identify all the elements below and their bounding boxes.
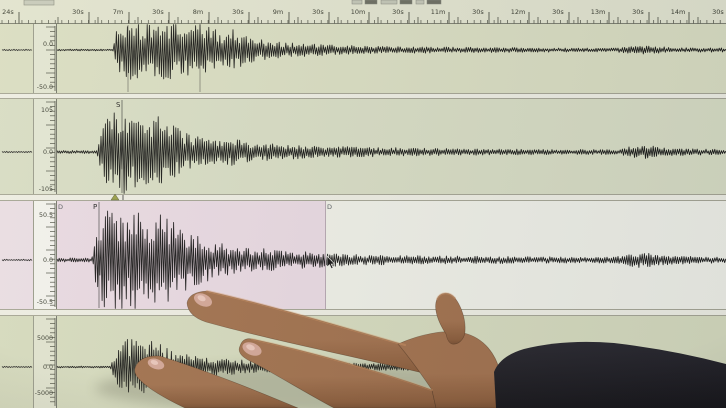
amplitude-scale-label: -5000 [35,390,53,397]
time-ruler-label: 30s [712,8,724,16]
seismic-trace [56,112,726,194]
trigger-flag-icon [110,193,120,201]
panel-divider [0,194,726,201]
amplitude-scale-label: 0.0 [43,149,53,156]
toolbar-fragment [399,0,413,5]
amplitude-scale-label: 5000 [37,335,53,342]
toolbar-fragment [415,0,425,5]
overview-mini-trace [1,150,33,154]
amplitude-ruler-column [34,99,56,194]
panel-divider [0,309,726,316]
toolbar-fragment [380,0,398,5]
amplitude-scale-label: -50.5 [37,299,53,306]
time-ruler-label: 8m [193,8,203,16]
jacket-sleeve [494,341,726,408]
time-ruler-label: 7m [113,8,123,16]
overview-mini-trace [1,258,33,262]
amplitude-scale-label: -50.0 [37,84,53,91]
amplitude-scale-label: -105 [39,186,53,193]
toolbar-fragment-left [23,0,55,6]
time-ruler-label: 13m [591,8,606,16]
ring-finger [134,355,299,408]
time-ruler-label: 30s [152,8,164,16]
trace-panel-1[interactable]: 0.0 -50.0 [1,24,726,93]
amplitude-scale-label: 0.0 [43,41,53,48]
phase-pick-label: S [116,101,121,109]
window-marker-label: D [58,203,63,211]
trace-panel-3[interactable]: 50.5 0.0 -50.5 P [1,201,726,309]
time-ruler-label: 30s [232,8,244,16]
time-ruler-label: 9m [273,8,283,16]
amplitude-ruler-column [34,316,56,408]
time-ruler-label: 30s [632,8,644,16]
time-ruler-label: 10m [351,8,366,16]
middle-finger [238,338,437,408]
toolbar-fragment [351,0,363,5]
time-ruler-label: 30s [552,8,564,16]
time-ruler-label: 24s [2,8,14,16]
selection-highlight-strip [0,201,33,309]
amplitude-scale-label: 0.0 [43,364,53,371]
seismic-trace [56,210,726,309]
time-ruler-label: 11m [431,8,446,16]
time-ruler-label: 12m [511,8,526,16]
amplitude-scale-label: 105 [41,107,53,114]
window-marker-label: D [327,203,332,211]
amplitude-scale-label: 0.0 [43,257,53,264]
time-ruler-label: 30s [472,8,484,16]
time-ruler-label: 14m [671,8,686,16]
time-ruler-label: 30s [312,8,324,16]
thumb [435,292,466,345]
overview-mini-trace [1,365,33,369]
time-ruler-background [0,0,726,24]
seismic-trace [56,24,726,80]
toolbar-fragment [426,0,442,5]
trace-panel-2[interactable]: 105 0.0 -105 S [1,99,726,194]
time-ruler-label: 30s [392,8,404,16]
panel-divider [0,93,726,99]
mouse-cursor-icon [326,255,336,269]
amplitude-ruler-column [34,24,56,93]
toolbar-fragment [364,0,378,5]
overview-mini-trace [1,48,33,52]
index-finger [186,290,456,381]
amplitude-scale-label: 50.5 [39,212,53,219]
phase-pick-label: P [93,203,97,211]
time-ruler-label: 30s [72,8,84,16]
